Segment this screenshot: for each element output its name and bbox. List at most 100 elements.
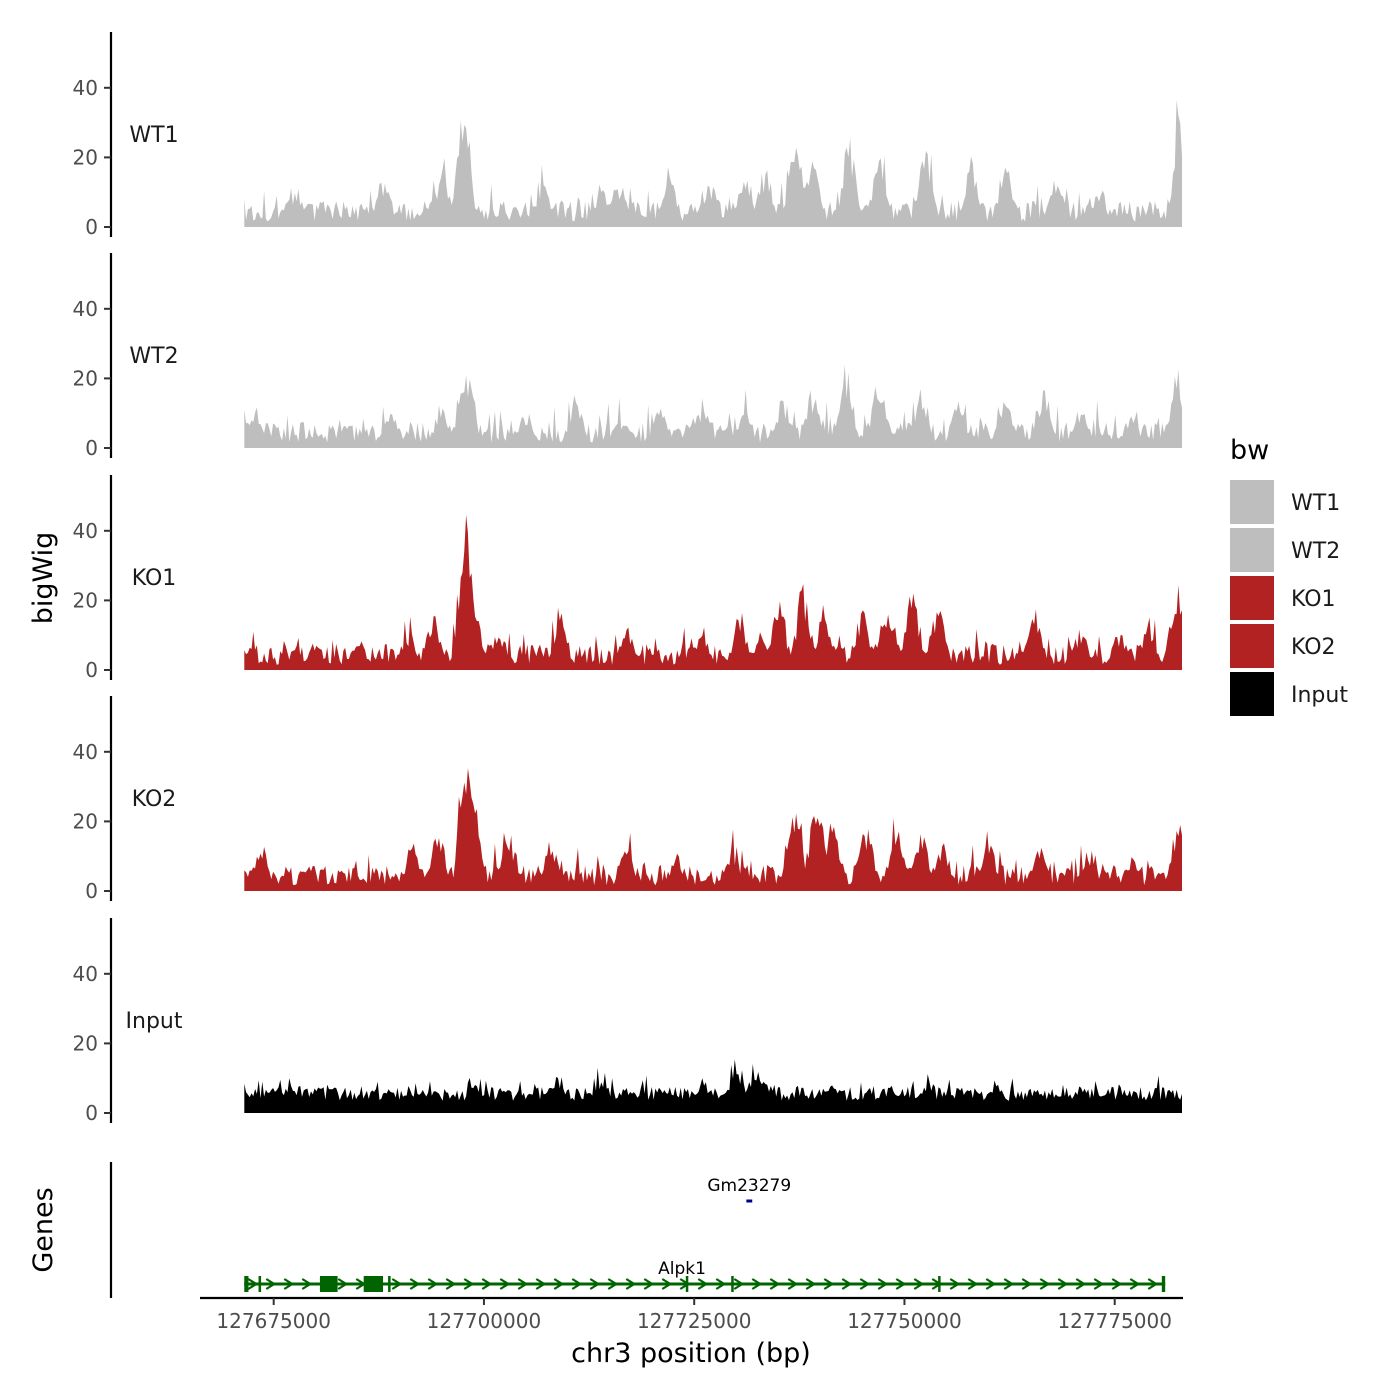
exon	[244, 1276, 249, 1292]
strand-arrow	[499, 1278, 511, 1290]
legend-title: bw	[1230, 435, 1269, 466]
y-tick-label: 40	[73, 519, 98, 543]
legend-label: WT1	[1291, 491, 1340, 516]
track-wt2: 0 20 40 WT2	[73, 253, 1183, 460]
strand-arrow	[1075, 1278, 1087, 1290]
track-label: KO2	[132, 787, 177, 812]
strand-arrow	[409, 1278, 421, 1290]
strand-arrow	[1057, 1278, 1069, 1290]
y-tick-label: 0	[85, 1101, 98, 1125]
strand-arrow	[787, 1278, 799, 1290]
legend-key-wt2	[1230, 528, 1274, 572]
track-ko1: 0 20 40 KO1	[73, 475, 1183, 682]
y-tick-label: 0	[85, 658, 98, 682]
strand-arrow	[589, 1278, 601, 1290]
strand-arrow	[463, 1278, 475, 1290]
strand-arrow	[283, 1278, 295, 1290]
track-label: WT1	[129, 123, 178, 148]
gene-gm23279: Gm23279	[707, 1176, 791, 1203]
strand-arrow	[697, 1278, 709, 1290]
legend-label: KO2	[1291, 635, 1336, 660]
x-tick-label: 127775000	[1057, 1309, 1172, 1333]
genes-axis-title: Genes	[28, 1187, 59, 1272]
strand-arrow	[733, 1278, 745, 1290]
strand-arrow	[859, 1278, 871, 1290]
track-label: Input	[126, 1009, 183, 1034]
exon	[731, 1276, 734, 1292]
strand-arrow	[1003, 1278, 1015, 1290]
y-tick-label: 40	[73, 297, 98, 321]
strand-arrow	[1147, 1278, 1159, 1290]
strand-arrow	[1129, 1278, 1141, 1290]
strand-arrow	[769, 1278, 781, 1290]
legend-label: WT2	[1291, 539, 1340, 564]
exon	[685, 1276, 689, 1292]
strand-arrow	[265, 1278, 277, 1290]
gene-annotations: Gm23279 Alpk1	[244, 1176, 1166, 1292]
strand-arrow	[481, 1278, 493, 1290]
gene-label: Alpk1	[658, 1259, 706, 1279]
signal-area-ko1	[244, 514, 1183, 670]
exon	[319, 1276, 338, 1292]
exon	[363, 1276, 384, 1292]
legend-key-ko2	[1230, 624, 1274, 668]
strand-arrow	[553, 1278, 565, 1290]
strand-arrow	[517, 1278, 529, 1290]
track-ko2: 0 20 40 KO2	[73, 696, 1183, 903]
strand-arrow	[1039, 1278, 1051, 1290]
signal-area-wt2	[244, 364, 1183, 448]
strand-arrow	[337, 1278, 349, 1290]
strand-arrow	[823, 1278, 835, 1290]
y-tick-label: 20	[73, 145, 98, 169]
strand-arrow	[805, 1278, 817, 1290]
strand-arrow	[427, 1278, 439, 1290]
strand-arrow	[445, 1278, 457, 1290]
y-tick-label: 0	[85, 215, 98, 239]
gene-label: Gm23279	[707, 1176, 791, 1196]
track-label: WT2	[129, 344, 178, 369]
x-axis: 127675000 127700000 127725000 127750000 1277…	[216, 1298, 1172, 1333]
y-tick-label: 0	[85, 879, 98, 903]
x-tick-label: 127750000	[847, 1309, 962, 1333]
exon	[258, 1276, 262, 1292]
strand-arrow	[571, 1278, 583, 1290]
strand-arrow	[913, 1278, 925, 1290]
strand-arrow	[625, 1278, 637, 1290]
strand-arrow	[607, 1278, 619, 1290]
strand-arrow	[301, 1278, 313, 1290]
strand-arrow	[535, 1278, 547, 1290]
x-axis-title: chr3 position (bp)	[571, 1338, 811, 1369]
strand-arrow	[967, 1278, 979, 1290]
strand-arrow	[391, 1278, 403, 1290]
strand-arrow	[715, 1278, 727, 1290]
exon	[938, 1276, 941, 1292]
exon	[1161, 1276, 1166, 1292]
y-tick-label: 20	[73, 588, 98, 612]
signal-tracks: 0 20 40 WT1 0 20 40 WT2 0 20 40 KO1 0 20 40 KO2 0 20 40 Inp…	[73, 32, 1183, 1125]
legend-key-ko1	[1230, 576, 1274, 620]
track-input: 0 20 40 Input	[73, 918, 1183, 1125]
signal-area-ko2	[244, 768, 1183, 891]
y-axis-title: bigWig	[28, 532, 59, 625]
strand-arrow	[643, 1278, 655, 1290]
legend: WT1 WT2 KO1 KO2 Input	[1230, 480, 1348, 716]
y-tick-label: 40	[73, 76, 98, 100]
x-tick-label: 127725000	[637, 1309, 752, 1333]
track-label: KO1	[132, 566, 177, 591]
y-tick-label: 0	[85, 436, 98, 460]
signal-area-input	[244, 1059, 1183, 1113]
track-wt1: 0 20 40 WT1	[73, 32, 1183, 239]
strand-arrow	[661, 1278, 673, 1290]
legend-key-input	[1230, 672, 1274, 716]
y-tick-label: 20	[73, 1031, 98, 1055]
strand-arrow	[841, 1278, 853, 1290]
legend-label: KO1	[1291, 587, 1336, 612]
strand-arrow	[985, 1278, 997, 1290]
strand-arrow	[877, 1278, 889, 1290]
strand-arrow	[1021, 1278, 1033, 1290]
y-tick-label: 20	[73, 366, 98, 390]
y-tick-label: 40	[73, 962, 98, 986]
strand-arrow	[751, 1278, 763, 1290]
strand-arrow	[895, 1278, 907, 1290]
